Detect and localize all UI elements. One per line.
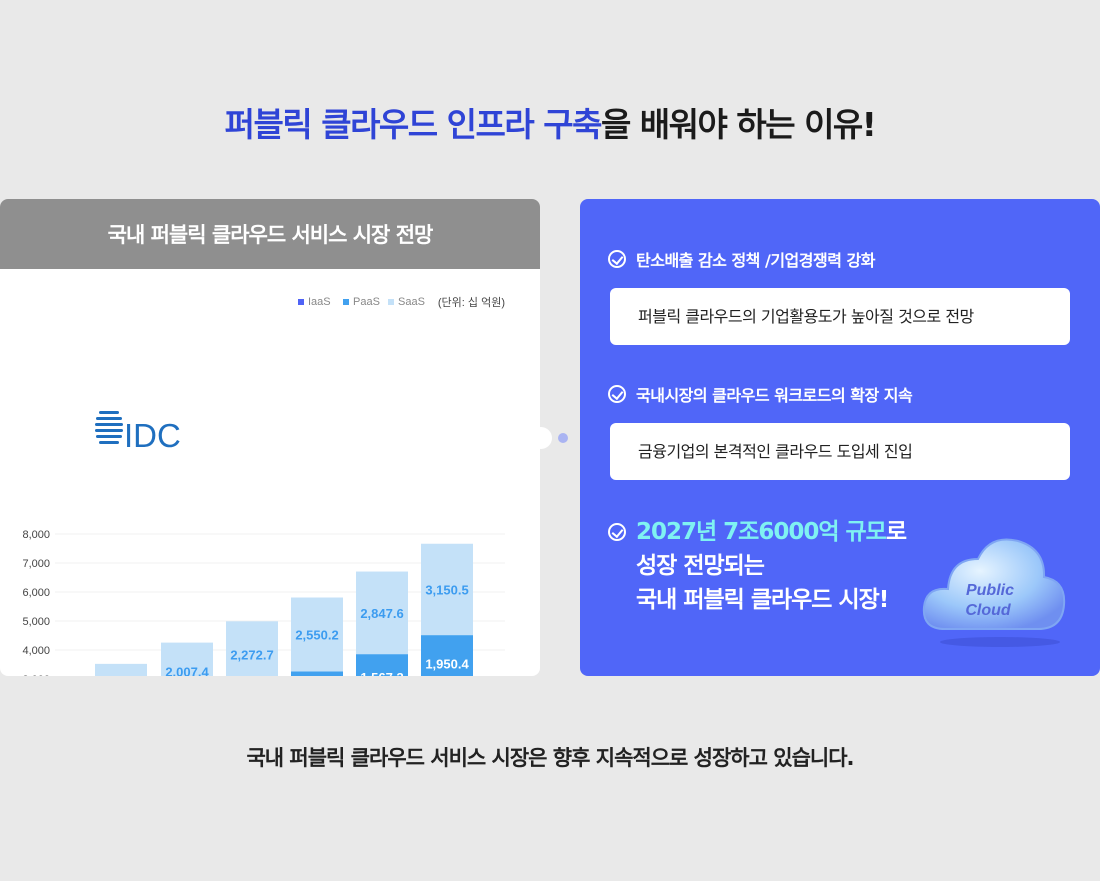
chart-panel-header: 국내 퍼블릭 클라우드 서비스 시장 전망 bbox=[0, 199, 540, 269]
check-circle-icon bbox=[608, 385, 626, 403]
title-highlight: 퍼블릭 클라우드 인프라 구축 bbox=[224, 105, 603, 144]
y-tick-label: 3,000 bbox=[22, 674, 50, 676]
forecast-line-3: 국내 퍼블릭 클라우드 시장! bbox=[636, 587, 889, 613]
forecast-line-2: 성장 전망되는 bbox=[636, 553, 765, 579]
data-label: 2,272.7 bbox=[230, 647, 273, 662]
bar-saas-2027 bbox=[421, 543, 473, 636]
connector-dot bbox=[530, 427, 552, 449]
data-label: 2,847.6 bbox=[360, 606, 403, 621]
legend-label: SaaS bbox=[398, 296, 425, 308]
data-label: 1,567.3 bbox=[360, 670, 403, 676]
reason-heading-1: 탄소배출 감소 정책 /기업경쟁력 강화 bbox=[608, 247, 875, 271]
bar-saas-2023 bbox=[161, 642, 213, 676]
data-label: 1,950.4 bbox=[425, 656, 469, 671]
idc-logo: IDC bbox=[95, 411, 181, 454]
bar-saas-2025 bbox=[291, 597, 343, 672]
market-chart-panel: 국내 퍼블릭 클라우드 서비스 시장 전망 IDC 01,0002,0003,0… bbox=[0, 199, 540, 676]
reason-box-2: 금융기업의 본격적인 클라우드 도입세 진입 bbox=[610, 423, 1070, 480]
unit-label: (단위: 십 억원) bbox=[438, 296, 505, 309]
y-tick-label: 5,000 bbox=[22, 616, 50, 628]
footer-text: 국내 퍼블릭 클라우드 서비스 시장은 향후 지속적으로 성장하고 있습니다. bbox=[246, 746, 854, 770]
bar-saas-2026 bbox=[356, 571, 408, 655]
forecast-highlight: 2027년 7조6000억 규모 bbox=[636, 519, 887, 545]
title-rest: 을 배워야 하는 이유! bbox=[600, 105, 877, 144]
forecast-statement: 2027년 7조6000억 규모로 성장 전망되는 국내 퍼블릭 클라우드 시장… bbox=[608, 515, 907, 617]
reason-heading-2: 국내시장의 클라우드 워크로드의 확장 지속 bbox=[608, 382, 913, 406]
y-tick-label: 4,000 bbox=[22, 645, 50, 657]
page-title: 퍼블릭 클라우드 인프라 구축을 배워야 하는 이유! bbox=[0, 98, 1100, 146]
reason-heading-text: 국내시장의 클라우드 워크로드의 확장 지속 bbox=[636, 386, 913, 405]
bar-paas-2025 bbox=[291, 671, 343, 676]
forecast-tail: 로 bbox=[885, 519, 907, 545]
y-tick-label: 8,000 bbox=[22, 529, 50, 541]
bar-paas-2027 bbox=[421, 635, 473, 676]
cloud-icon: Public Cloud bbox=[922, 538, 1066, 647]
legend-swatch-paas bbox=[343, 299, 349, 305]
stacked-bar-chart: IDC 01,0002,0003,0004,0005,0006,0007,000… bbox=[22, 296, 505, 676]
check-circle-icon bbox=[608, 523, 626, 541]
bar-saas-2022 bbox=[95, 663, 147, 676]
data-label: 2,550.2 bbox=[295, 627, 338, 642]
bar-paas-2026 bbox=[356, 654, 408, 676]
svg-text:Public: Public bbox=[966, 582, 1014, 599]
connector-dot-small bbox=[558, 433, 568, 443]
bar-saas-2024 bbox=[226, 621, 278, 676]
data-label: 2,007.4 bbox=[165, 665, 209, 676]
check-circle-icon bbox=[608, 250, 626, 268]
legend-swatch-iaas bbox=[298, 299, 304, 305]
data-label: 3,150.5 bbox=[425, 582, 468, 597]
y-tick-label: 7,000 bbox=[22, 558, 50, 570]
legend-swatch-saas bbox=[388, 299, 394, 305]
y-tick-label: 6,000 bbox=[22, 587, 50, 599]
svg-text:Cloud: Cloud bbox=[965, 602, 1012, 619]
svg-text:IDC: IDC bbox=[124, 417, 181, 454]
legend-label: PaaS bbox=[353, 296, 380, 308]
reason-heading-text: 탄소배출 감소 정책 /기업경쟁력 강화 bbox=[636, 251, 875, 270]
reasons-panel: 탄소배출 감소 정책 /기업경쟁력 강화 퍼블릭 클라우드의 기업활용도가 높아… bbox=[580, 199, 1100, 676]
legend-label: IaaS bbox=[308, 296, 331, 308]
reason-box-1: 퍼블릭 클라우드의 기업활용도가 높아질 것으로 전망 bbox=[610, 288, 1070, 345]
